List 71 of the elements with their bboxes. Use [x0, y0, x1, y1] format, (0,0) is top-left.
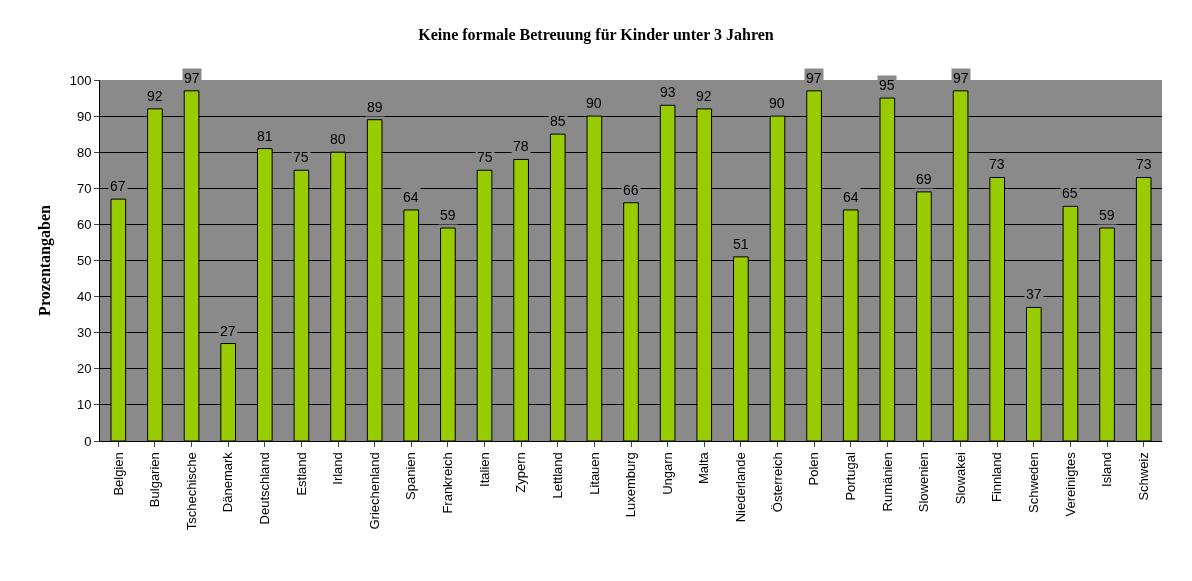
chart-title: Keine formale Betreuung für Kinder unter 3 Jahren — [418, 26, 774, 45]
x-tick-label: Malta — [696, 451, 712, 484]
data-label: 64 — [403, 189, 419, 205]
data-label: 81 — [257, 128, 273, 144]
x-tick-label: Slowakei — [952, 452, 968, 505]
data-label: 65 — [1062, 185, 1078, 201]
data-label: 90 — [769, 95, 785, 111]
y-tick-label: 60 — [76, 216, 92, 232]
data-label: 85 — [550, 113, 566, 129]
data-label: 97 — [806, 70, 822, 86]
data-label: 89 — [367, 99, 383, 115]
x-tick-label: Finnland — [989, 452, 1005, 503]
y-tick-label: 50 — [76, 253, 92, 269]
data-label: 93 — [660, 84, 676, 100]
data-label: 75 — [477, 149, 493, 165]
x-tick-label: Vereinigtes — [1062, 451, 1078, 517]
y-axis-title: Prozentangaben — [35, 204, 54, 316]
y-tick-label: 70 — [76, 180, 92, 196]
data-label: 69 — [916, 171, 932, 187]
x-tick-label: Frankreich — [440, 452, 456, 514]
y-tick-label: 100 — [69, 72, 92, 88]
x-tick-label: Dänemark — [220, 451, 236, 513]
data-label: 95 — [879, 77, 895, 93]
data-label: 78 — [513, 138, 529, 154]
x-tick-label: Polen — [806, 452, 822, 486]
x-tick-label: Island — [1099, 452, 1115, 487]
x-tick-label: Deutschland — [257, 452, 273, 525]
data-label: 51 — [733, 236, 749, 252]
data-label: 66 — [623, 182, 639, 198]
x-tick-label: Ungarn — [659, 452, 675, 495]
data-label: 37 — [1026, 286, 1042, 302]
data-label: 73 — [989, 156, 1005, 172]
x-tick-label: Zypern — [513, 452, 529, 493]
x-tick-label: Belgien — [110, 452, 126, 496]
data-label: 73 — [1136, 156, 1152, 172]
y-tick-label: 40 — [76, 289, 92, 305]
x-tick-label: Niederlande — [733, 452, 749, 523]
data-label: 92 — [147, 88, 163, 104]
data-label: 92 — [696, 88, 712, 104]
x-tick-label: Lettland — [549, 452, 565, 499]
x-tick-label: Spanien — [403, 452, 419, 500]
x-tick-label: Rumänien — [879, 452, 895, 512]
data-label: 64 — [843, 189, 859, 205]
y-tick-label: 20 — [76, 361, 92, 377]
y-tick-label: 30 — [76, 325, 92, 341]
x-tick-label: Italien — [476, 452, 492, 487]
x-tick-label: Schweiz — [1135, 452, 1151, 501]
data-label: 80 — [330, 131, 346, 147]
x-tick-label: Tschechische — [183, 452, 199, 531]
data-label: 97 — [184, 70, 200, 86]
y-tick-label: 80 — [76, 144, 92, 160]
data-label: 90 — [586, 95, 602, 111]
y-tick-label: 10 — [76, 397, 92, 413]
x-tick-label: Litauen — [586, 452, 602, 495]
x-tick-label: Irland — [330, 452, 346, 485]
data-label: 59 — [1099, 207, 1115, 223]
x-tick-label: Luxemburg — [623, 452, 639, 518]
y-tick-label: 90 — [76, 108, 92, 124]
x-tick-label: Österreich — [769, 452, 785, 513]
x-tick-label: Estland — [293, 452, 309, 496]
x-tick-label: Griechenland — [366, 452, 382, 530]
data-label: 75 — [293, 149, 309, 165]
x-tick-label: Bulgarien — [147, 452, 163, 508]
data-label: 27 — [220, 323, 236, 339]
data-label: 97 — [953, 70, 969, 86]
x-tick-label: Slowenien — [916, 452, 932, 513]
y-tick-label: 0 — [84, 433, 92, 449]
x-tick-label: Portugal — [842, 452, 858, 501]
data-label: 59 — [440, 207, 456, 223]
data-label: 67 — [110, 178, 126, 194]
x-tick-label: Schweden — [1026, 452, 1042, 513]
